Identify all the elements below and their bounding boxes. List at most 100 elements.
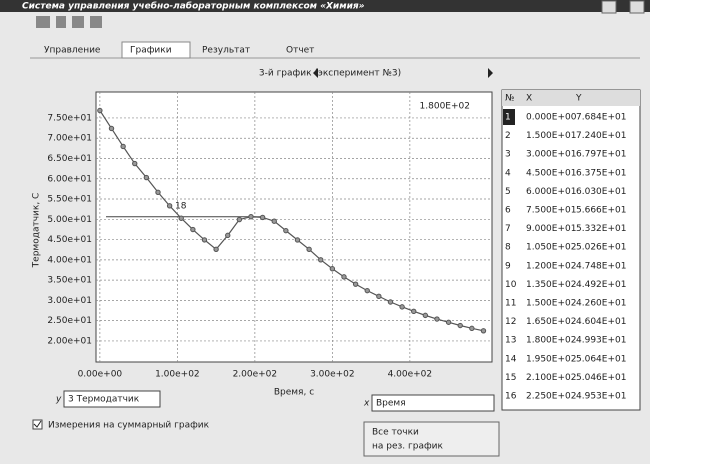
toolbar (36, 16, 102, 28)
data-point (143, 174, 150, 181)
checkbox[interactable] (32, 419, 43, 430)
data-point (480, 328, 487, 334)
table-cell: 5.026E+01 (576, 243, 626, 253)
active-tab (121, 41, 191, 59)
y-tick-label: 2.50e+01 (47, 316, 92, 326)
y-tick-label: 4.00e+01 (47, 255, 92, 265)
data-point (166, 203, 173, 209)
table-cell: 11 (505, 299, 516, 309)
data-point (329, 266, 336, 272)
data-point (97, 107, 103, 114)
button-line: Все точки (372, 428, 419, 438)
data-point (469, 325, 475, 332)
chart-nav: 3-й график (эксперимент №3) (259, 69, 401, 79)
table-header (502, 90, 640, 106)
data-point (364, 287, 370, 294)
y-tick-label: 5.50e+01 (47, 195, 92, 205)
table-cell: 14 (505, 354, 517, 364)
data-point (411, 308, 417, 315)
data-point (178, 215, 184, 221)
table-cell: 3 (505, 150, 511, 160)
table-cell: 13 (505, 336, 516, 346)
data-point (108, 125, 115, 132)
tool-icon[interactable] (36, 16, 50, 28)
x-select-value: Время (376, 399, 406, 409)
x-select-label: x (363, 399, 370, 409)
tool-icon[interactable] (56, 16, 66, 28)
table-cell: 15 (505, 373, 516, 383)
table-cell: 5.666E+01 (576, 206, 626, 216)
data-point (387, 299, 394, 305)
data-point (271, 218, 277, 224)
table-cell: 4 (505, 168, 511, 178)
data-point (294, 237, 301, 243)
data-point (457, 322, 463, 329)
table-cell: 16 (505, 392, 517, 402)
y-select-label: y (55, 395, 62, 405)
y-tick-label: 7.00e+01 (47, 134, 92, 144)
table-cell: 4.993E+01 (576, 336, 626, 346)
table-cell: 3.000E+01 (526, 150, 576, 160)
y-tick-label: 4.50e+01 (47, 235, 92, 245)
y-axis-label: Термодатчик, С (32, 193, 42, 269)
data-point (445, 319, 452, 325)
data-point (201, 237, 208, 243)
table-cell: 6.000E+01 (526, 187, 576, 197)
tab[interactable]: Управление (44, 46, 101, 56)
data-point (225, 232, 231, 239)
x-tick-label: 1.00e+02 (155, 370, 200, 380)
table-cell: 1 (505, 113, 511, 123)
table-cell: 1.500E+02 (526, 299, 576, 309)
tool-icon[interactable] (72, 16, 84, 28)
table-cell: 5 (505, 187, 511, 197)
table-cell: 9 (505, 261, 511, 271)
plot-area (95, 91, 493, 363)
tab[interactable]: Графики (130, 46, 172, 56)
table-cell: 8 (505, 243, 511, 253)
y-tick-label: 6.50e+01 (47, 154, 92, 164)
table-cell: 7.240E+01 (576, 131, 626, 141)
x-tick-label: 2.00e+02 (233, 370, 278, 380)
table-cell: 10 (505, 280, 517, 290)
checkbox-label: Измерения на суммарный график (48, 421, 210, 431)
minimize-button[interactable] (601, 0, 617, 14)
y-select-value: 3 Термодатчик (68, 395, 140, 405)
x-tick-label: 4.00e+02 (388, 370, 433, 380)
table-cell: 1.350E+02 (526, 280, 576, 290)
tab[interactable]: Отчет (286, 46, 314, 56)
tool-icon[interactable] (90, 16, 102, 28)
table-cell: 4.748E+01 (576, 261, 626, 271)
button-line: на рез. график (372, 442, 444, 452)
data-point (422, 312, 429, 319)
table-cell: 5.332E+01 (576, 224, 626, 234)
y-select[interactable] (63, 390, 161, 408)
data-table (501, 89, 641, 411)
table-cell: 4.260E+01 (576, 299, 626, 309)
all-points-button[interactable] (363, 421, 500, 457)
table-cell: 4.492E+01 (576, 280, 626, 290)
table-cell: 1.950E+02 (526, 354, 576, 364)
table-cell: 1.500E+01 (526, 131, 576, 141)
table-cell: 2.100E+02 (526, 373, 576, 383)
x-axis-label: Время, с (274, 388, 314, 398)
window-title: Система управления учебно-лабораторным к… (22, 1, 365, 12)
y-tick-label: 6.00e+01 (47, 174, 92, 184)
table-cell: 6.797E+01 (576, 150, 626, 160)
table-cell: 7.684E+01 (576, 113, 626, 123)
tab[interactable]: Результат (202, 46, 250, 56)
table-cell: 0.000E+00 (526, 113, 577, 123)
data-point (318, 257, 324, 263)
data-point (236, 216, 243, 223)
checkbox-check (33, 420, 42, 428)
close-button[interactable] (629, 0, 645, 14)
table-cell: 1.200E+02 (526, 261, 576, 271)
annotation: 18 (175, 202, 187, 212)
x-select[interactable] (371, 394, 495, 412)
data-point (259, 214, 266, 221)
table-cell: 7 (505, 224, 511, 234)
table-cell: 7.500E+01 (526, 206, 576, 216)
y-tick-label: 7.50e+01 (47, 113, 92, 123)
data-point (132, 160, 138, 167)
table-header-cell: Y (575, 94, 582, 104)
